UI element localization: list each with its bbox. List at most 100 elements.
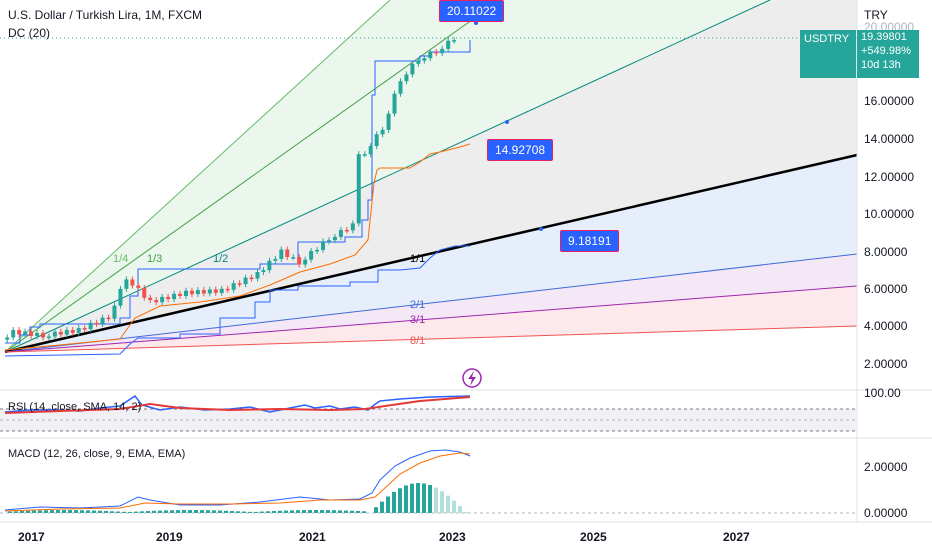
candle-body[interactable]	[422, 58, 427, 61]
candle-body[interactable]	[279, 249, 284, 259]
candle-body[interactable]	[273, 258, 278, 261]
candle-body[interactable]	[326, 240, 331, 242]
candle-body[interactable]	[285, 249, 290, 258]
candle-body[interactable]	[52, 331, 57, 337]
candle-body[interactable]	[130, 279, 135, 286]
candle-body[interactable]	[392, 93, 397, 114]
candle-body[interactable]	[195, 290, 200, 295]
candle-body[interactable]	[243, 277, 248, 285]
candle-body[interactable]	[434, 51, 439, 54]
gann-handle-mid[interactable]	[505, 120, 509, 124]
gann-callout-low[interactable]: 9.18191	[560, 230, 620, 252]
gann-handle-low[interactable]	[539, 227, 543, 231]
candle-body[interactable]	[70, 329, 75, 333]
gann-callout-mid[interactable]: 14.92708	[487, 139, 554, 161]
candle-body[interactable]	[309, 251, 314, 260]
candle-body[interactable]	[112, 305, 117, 319]
candle-body[interactable]	[160, 296, 165, 303]
candle-body[interactable]	[338, 229, 343, 237]
candle-body[interactable]	[404, 74, 409, 82]
candle-body[interactable]	[452, 40, 457, 42]
indicator-macd-label[interactable]: MACD (12, 26, close, 9, EMA, EMA)	[8, 448, 186, 460]
gann-line-1-1[interactable]	[4, 153, 858, 354]
gann-line-1-4[interactable]	[4, 0, 391, 353]
candlestick-series[interactable]	[5, 37, 457, 343]
candle-body[interactable]	[213, 289, 218, 293]
candle-body[interactable]	[267, 260, 272, 271]
candle-body[interactable]	[166, 296, 171, 300]
gann-callout-top[interactable]: 20.11022	[439, 0, 505, 22]
candle-body[interactable]	[219, 288, 224, 293]
candle-body[interactable]	[76, 328, 81, 333]
candle-body[interactable]	[440, 48, 445, 54]
candle-body[interactable]	[446, 40, 451, 49]
candle-body[interactable]	[231, 283, 236, 290]
candle-body[interactable]	[94, 322, 99, 325]
candle-body[interactable]	[35, 332, 40, 336]
candle-body[interactable]	[291, 257, 296, 259]
candle-body[interactable]	[58, 331, 63, 335]
gann-line-1-3[interactable]	[4, 0, 501, 353]
lightning-icon[interactable]	[468, 371, 476, 386]
candle-body[interactable]	[82, 328, 87, 330]
candle-body[interactable]	[183, 290, 188, 296]
candle-body[interactable]	[321, 241, 326, 250]
last-price-tag[interactable]: 19.39801 +549.98% 10d 13h	[857, 30, 919, 78]
candle-body[interactable]	[344, 229, 349, 232]
candle-body[interactable]	[428, 51, 433, 59]
candle-body[interactable]	[249, 277, 254, 280]
gann-line-3-1[interactable]	[4, 285, 858, 353]
candle-body[interactable]	[17, 329, 22, 335]
candle-body[interactable]	[189, 290, 194, 295]
gann-line-2-1[interactable]	[4, 253, 858, 353]
candle-body[interactable]	[255, 271, 260, 279]
indicator-rsi-label[interactable]: RSI (14, close, SMA, 14, 2)	[8, 401, 142, 413]
gann-handle-top[interactable]	[474, 21, 478, 25]
candle-body[interactable]	[350, 223, 355, 231]
macd-line[interactable]	[4, 449, 471, 511]
candle-body[interactable]	[124, 279, 129, 289]
candle-body[interactable]	[386, 113, 391, 130]
candle-body[interactable]	[11, 329, 16, 338]
candle-body[interactable]	[237, 283, 242, 285]
candle-body[interactable]	[207, 289, 212, 294]
candle-body[interactable]	[118, 288, 123, 306]
candle-body[interactable]	[410, 63, 415, 75]
candle-body[interactable]	[303, 259, 308, 265]
candle-body[interactable]	[356, 154, 361, 224]
candle-body[interactable]	[88, 322, 93, 330]
candle-body[interactable]	[178, 293, 183, 296]
candle-body[interactable]	[5, 337, 10, 340]
candle-body[interactable]	[362, 154, 367, 156]
currency-label[interactable]: TRY	[864, 8, 888, 22]
candle-body[interactable]	[368, 146, 373, 155]
candle-body[interactable]	[374, 134, 379, 147]
candle-body[interactable]	[46, 336, 51, 339]
candle-body[interactable]	[398, 81, 403, 94]
candle-body[interactable]	[148, 297, 153, 301]
candle-body[interactable]	[154, 300, 159, 303]
candle-body[interactable]	[64, 329, 69, 335]
gann-line-8-1[interactable]	[4, 325, 858, 353]
candle-body[interactable]	[29, 331, 34, 336]
gann-line-1-2[interactable]	[4, 0, 771, 353]
symbol-tag[interactable]: USDTRY	[800, 30, 856, 78]
candle-body[interactable]	[106, 317, 111, 320]
candle-body[interactable]	[315, 249, 320, 252]
candle-body[interactable]	[201, 290, 206, 294]
candle-body[interactable]	[297, 257, 302, 265]
candle-body[interactable]	[40, 332, 45, 338]
candle-body[interactable]	[380, 129, 385, 135]
candle-body[interactable]	[225, 288, 230, 291]
candle-body[interactable]	[416, 60, 421, 64]
chart-title[interactable]: U.S. Dollar / Turkish Lira, 1M, FXCM	[8, 8, 203, 22]
candle-body[interactable]	[136, 285, 141, 288]
candle-body[interactable]	[23, 331, 28, 335]
candle-body[interactable]	[142, 287, 147, 298]
candle-body[interactable]	[332, 236, 337, 241]
candle-body[interactable]	[172, 293, 177, 300]
indicator-dc-label[interactable]: DC (20)	[8, 26, 51, 40]
candle-body[interactable]	[100, 317, 105, 324]
candle-body[interactable]	[261, 270, 266, 272]
